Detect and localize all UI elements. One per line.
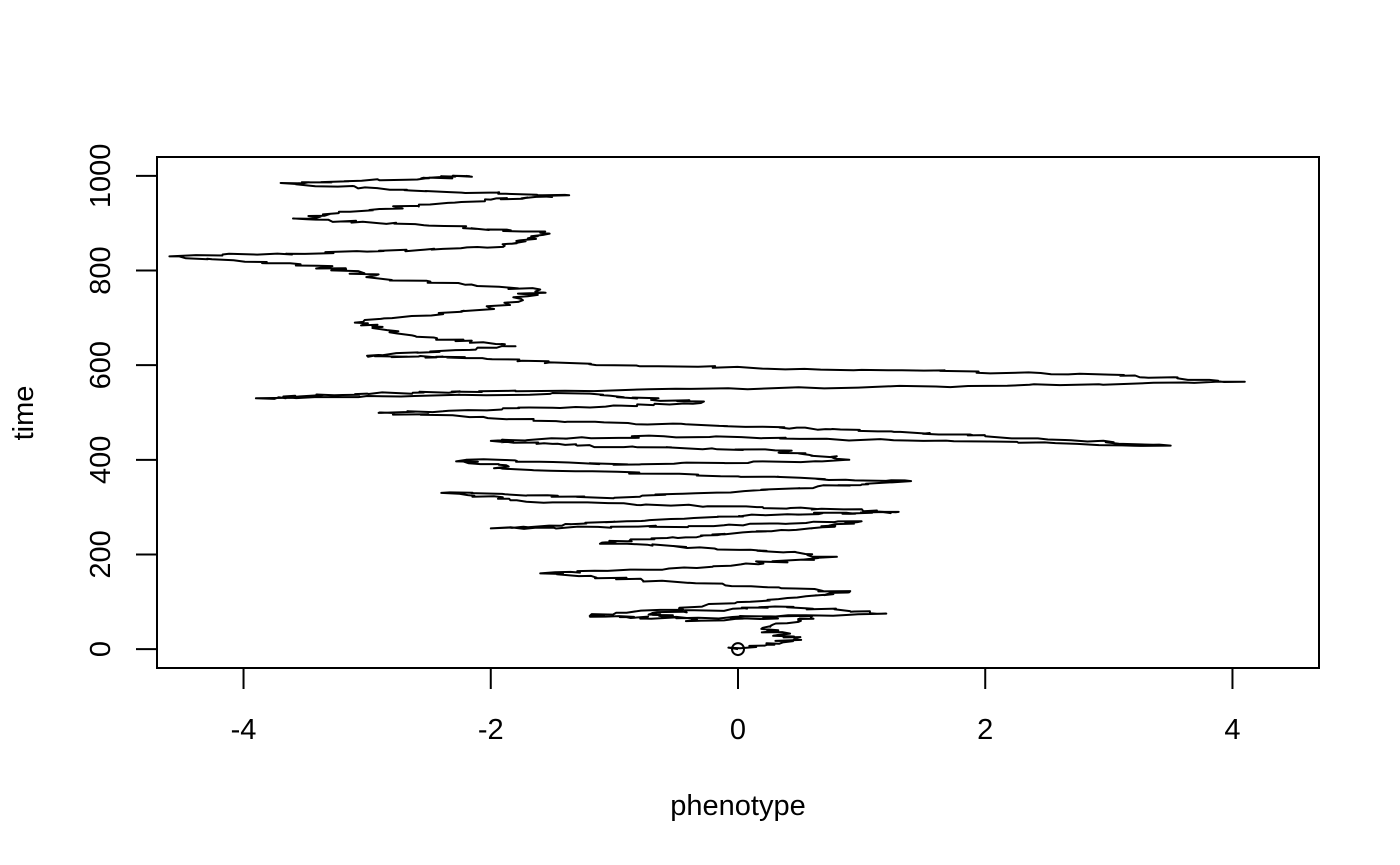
series-layer (168, 174, 1246, 657)
series-line (168, 174, 1246, 651)
x-tick-label: -2 (478, 714, 504, 746)
y-axis: 0 200 400 600 800 1000 (85, 144, 158, 657)
y-tick-label: 0 (85, 641, 117, 657)
x-tick-label: -4 (231, 714, 257, 746)
y-tick-label: 200 (85, 530, 117, 578)
x-axis: -4 -2 0 2 4 (231, 667, 1241, 746)
x-tick-label: 4 (1224, 714, 1240, 746)
x-tick-label: 0 (730, 714, 746, 746)
plot-box (156, 156, 1320, 669)
y-tick-label: 400 (85, 436, 117, 484)
x-tick-label: 2 (977, 714, 993, 746)
start-point-marker (731, 642, 745, 657)
x-axis-label: phenotype (670, 790, 805, 822)
y-tick-label: 1000 (85, 144, 117, 209)
y-tick-label: 600 (85, 341, 117, 389)
y-axis-label: time (8, 386, 40, 441)
y-tick-label: 800 (85, 246, 117, 294)
